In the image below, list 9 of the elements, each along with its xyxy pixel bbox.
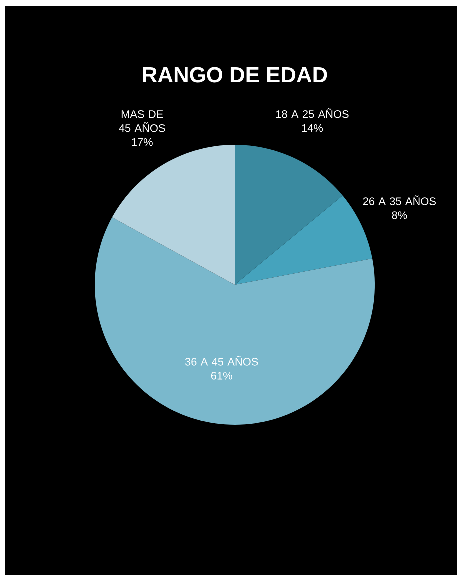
- data-label: 14%: [302, 124, 324, 132]
- slice-label: 36 A 45 AÑOS: [185, 356, 258, 366]
- slice-label: 18 A 25 AÑOS: [276, 108, 349, 118]
- data-label: 61%: [211, 372, 232, 380]
- slice-label: 26 A 35 AÑOS: [363, 196, 436, 206]
- data-label: 8%: [392, 212, 408, 220]
- chart-title: RANGO DE EDAD: [143, 67, 328, 83]
- data-label: 17%: [132, 138, 153, 146]
- slice-label: MAS DE 45 AÑOS: [119, 110, 166, 132]
